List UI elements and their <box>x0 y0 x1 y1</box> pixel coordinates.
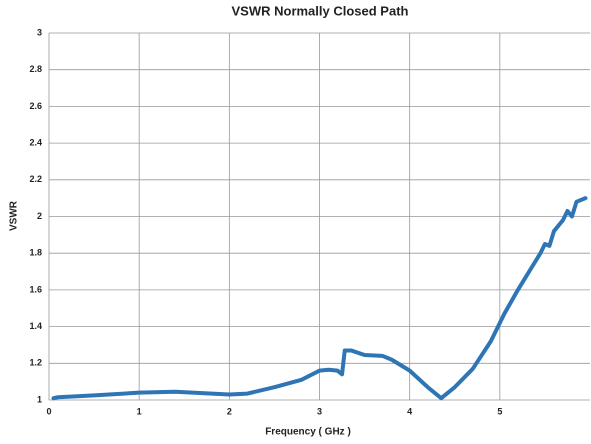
y-tick-label: 2.8 <box>29 64 42 74</box>
y-tick-label: 2.6 <box>29 101 42 111</box>
chart-title: VSWR Normally Closed Path <box>232 3 409 18</box>
y-tick-label: 1.4 <box>29 321 42 331</box>
y-tick-label: 2 <box>37 211 42 221</box>
x-tick-label: 2 <box>227 406 232 416</box>
x-axis-label: Frequency ( GHz ) <box>265 427 351 438</box>
y-tick-label: 1.2 <box>29 358 42 368</box>
y-tick-label: 3 <box>37 27 42 37</box>
y-tick-label: 2.2 <box>29 174 42 184</box>
y-tick-label: 1.8 <box>29 248 42 258</box>
data-line <box>51 196 588 401</box>
x-tick-label: 3 <box>317 406 322 416</box>
x-tick-label: 4 <box>407 406 412 416</box>
y-tick-label: 1 <box>37 394 42 404</box>
y-axis-label: VSWR <box>9 200 20 231</box>
x-tick-label: 1 <box>137 406 142 416</box>
y-tick-label: 1.6 <box>29 284 42 294</box>
x-tick-label: 5 <box>497 406 502 416</box>
x-tick-label: 0 <box>46 406 51 416</box>
y-tick-label: 2.4 <box>29 137 42 147</box>
